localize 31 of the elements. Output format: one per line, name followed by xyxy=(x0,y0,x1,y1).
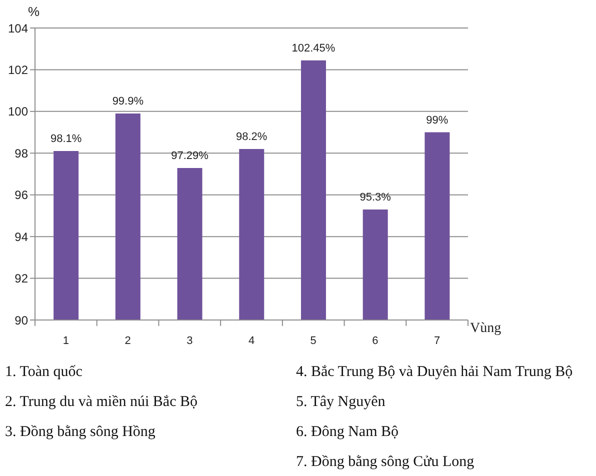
x-tick-label: 5 xyxy=(310,335,316,347)
y-tick-label: 92 xyxy=(14,272,28,286)
y-tick-label: 94 xyxy=(14,230,28,244)
data-label: 99.9% xyxy=(112,96,144,108)
data-label: 102.45% xyxy=(292,42,336,54)
data-label: 97.29% xyxy=(171,150,209,162)
x-tick-label: 1 xyxy=(62,335,69,347)
y-tick-label: 100 xyxy=(8,104,28,119)
y-tick-label: 102 xyxy=(8,62,28,77)
x-tick-label: 4 xyxy=(248,335,255,347)
y-tick-label: 90 xyxy=(14,313,28,328)
x-axis-title: Vùng xyxy=(470,320,502,338)
text: 4. Bắc Trung Bộ và Duyên hải Nam Trung Bộ xyxy=(296,363,573,382)
x-tick-label: 6 xyxy=(372,335,378,347)
y-axis-title: % xyxy=(28,4,40,20)
text: 6. Đông Nam Bộ xyxy=(296,423,398,442)
x-tick-label: 7 xyxy=(434,335,440,347)
text: 1. Toàn quốc xyxy=(5,363,82,382)
data-label: 98.1% xyxy=(50,133,82,146)
text: 5. Tây Nguyên xyxy=(296,393,386,412)
y-tick-label: 98 xyxy=(14,146,28,160)
x-tick-label: 3 xyxy=(186,335,193,347)
text: 7. Đồng bằng sông Cửu Long xyxy=(296,453,474,472)
data-label: 95.3% xyxy=(360,191,392,204)
data-label: 99% xyxy=(426,114,448,126)
data-label: 98.2% xyxy=(236,130,268,143)
text: 2. Trung du và miền núi Bắc Bộ xyxy=(5,393,198,412)
y-tick-label: 104 xyxy=(8,21,28,36)
x-tick-label: 2 xyxy=(124,335,131,347)
y-tick-label: 96 xyxy=(14,188,28,202)
text: 3. Đồng bằng sông Hồng xyxy=(5,423,156,442)
